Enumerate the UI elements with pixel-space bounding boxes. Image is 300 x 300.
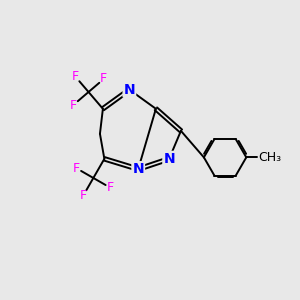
Text: N: N	[163, 152, 175, 166]
Text: F: F	[70, 98, 77, 112]
Text: F: F	[100, 73, 107, 85]
Text: F: F	[72, 70, 79, 83]
Text: F: F	[80, 189, 87, 202]
Text: N: N	[124, 82, 135, 97]
Text: CH₃: CH₃	[258, 151, 281, 164]
Text: F: F	[107, 182, 114, 194]
Text: N: N	[132, 162, 144, 176]
Text: F: F	[72, 161, 80, 175]
